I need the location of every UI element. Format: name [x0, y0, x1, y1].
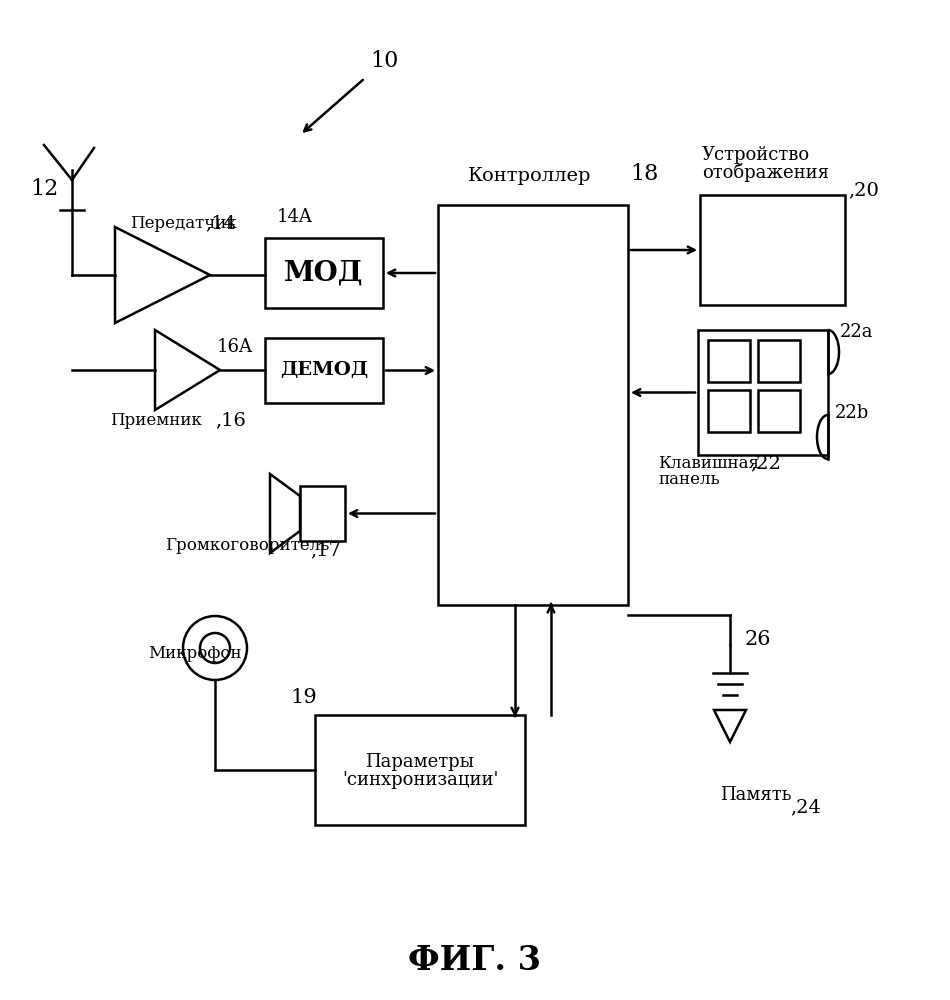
Polygon shape [155, 330, 220, 410]
Text: ФИГ. 3: ФИГ. 3 [408, 944, 542, 976]
Text: Приемник: Приемник [110, 412, 201, 429]
Text: 16A: 16A [217, 338, 253, 356]
Bar [708, 340, 750, 382]
Text: 26: 26 [745, 630, 771, 649]
Bar [265, 338, 383, 403]
Bar [265, 238, 383, 308]
Text: Громкоговоритель: Громкоговоритель [165, 537, 330, 554]
Polygon shape [714, 710, 746, 742]
Text: Клавишная: Клавишная [658, 455, 759, 472]
Text: ,24: ,24 [790, 798, 821, 816]
Text: 18: 18 [630, 163, 658, 185]
Text: 22b: 22b [835, 404, 869, 422]
Text: Передатчик: Передатчик [130, 215, 237, 232]
Text: ,20: ,20 [848, 181, 879, 199]
Text: отображения: отображения [702, 163, 829, 182]
Text: ,14: ,14 [205, 214, 236, 232]
Text: Контроллер: Контроллер [468, 167, 592, 185]
Bar [758, 390, 800, 432]
Text: 'синхронизации': 'синхронизации' [342, 771, 498, 789]
Bar [315, 715, 525, 825]
Text: ДЕМОД: ДЕМОД [280, 361, 368, 379]
Bar [300, 486, 345, 541]
Bar [700, 195, 845, 305]
Polygon shape [270, 474, 300, 553]
Bar [698, 330, 828, 455]
Bar [758, 340, 800, 382]
Text: 19: 19 [290, 688, 316, 707]
Text: 10: 10 [370, 50, 398, 72]
Text: Память: Память [720, 786, 791, 804]
Text: ,16: ,16 [215, 411, 246, 429]
Text: панель: панель [658, 471, 720, 488]
Text: Устройство: Устройство [702, 146, 810, 164]
Text: 14A: 14A [277, 208, 313, 226]
Bar [438, 205, 628, 605]
Text: 12: 12 [30, 178, 58, 200]
Text: МОД: МОД [284, 259, 364, 286]
Text: ,22: ,22 [750, 454, 781, 472]
Bar [708, 390, 750, 432]
Text: Параметры: Параметры [366, 753, 474, 771]
Text: 22a: 22a [840, 323, 873, 341]
Text: Микрофон: Микрофон [148, 645, 241, 662]
Polygon shape [115, 227, 210, 323]
Text: ,17: ,17 [310, 541, 341, 559]
